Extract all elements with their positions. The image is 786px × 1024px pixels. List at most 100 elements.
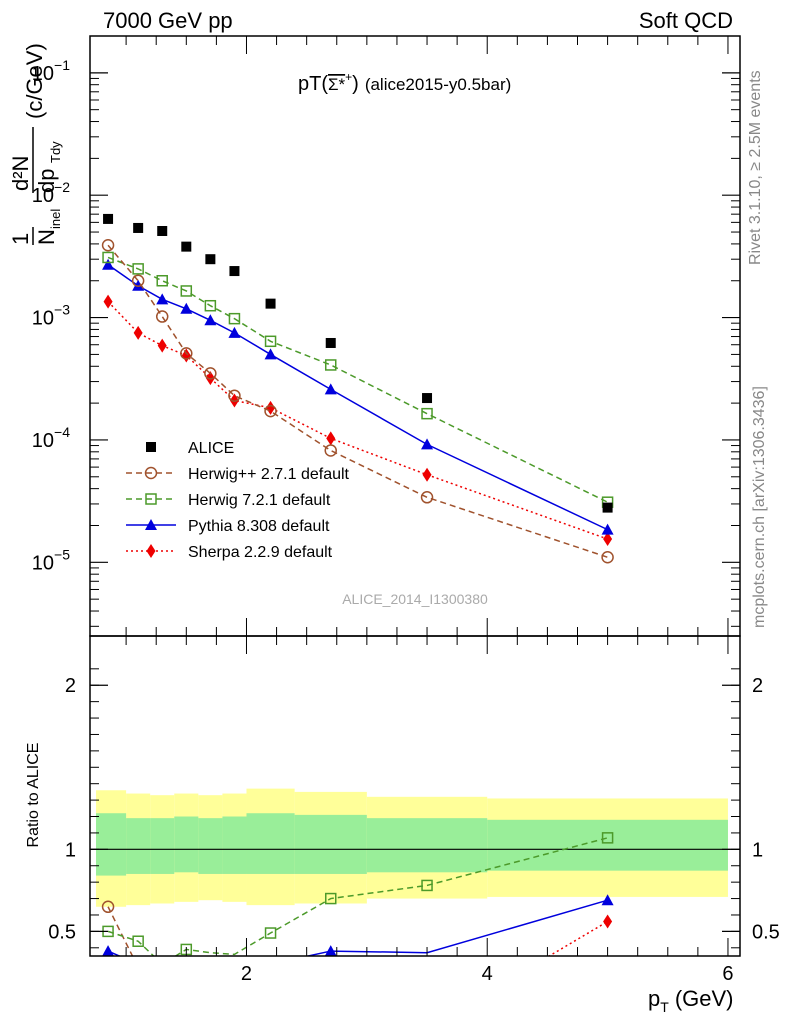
ratio-panel-bands: [90, 788, 740, 907]
data-point: [421, 407, 433, 420]
data-point: [204, 299, 217, 312]
ratio-y-tick-label-right: 0.5: [752, 921, 780, 943]
series-line-sherpa-2-2-9-default: [547, 920, 608, 956]
ratio-y-tick-label: 1: [65, 839, 76, 861]
data-point: [103, 213, 114, 224]
data-point: [155, 310, 169, 323]
rivet-label: Rivet 3.1.10, ≥ 2.5M events: [747, 70, 764, 265]
series-line-sherpa-2-2-9-default: [107, 301, 608, 540]
y-tick-label: 10−3: [32, 302, 70, 330]
title-particle: Σ*: [328, 75, 346, 94]
legend-marker: [144, 466, 158, 480]
series-line-herwig-7-2-1-default: [107, 256, 608, 503]
ratio-y-tick-label: 2: [65, 675, 76, 697]
legend-marker: [146, 544, 156, 558]
data-point: [324, 945, 337, 957]
data-point: [180, 302, 193, 314]
data-point: [102, 258, 115, 270]
legend-label: Sherpa 2.2.9 default: [188, 544, 333, 561]
data-point: [131, 274, 145, 287]
series-line-pythia-8-308-default: [107, 899, 608, 956]
data-point: [132, 279, 145, 291]
data-point: [228, 326, 241, 338]
plot-title: pT(Σ*+) (alice2015-y0.5bar): [298, 70, 511, 95]
y-tick-label: 10−5: [32, 546, 70, 574]
series-line-herwig-2-7-1-default: [107, 906, 134, 956]
data-point: [601, 832, 614, 844]
ylabel-one: 1: [8, 233, 33, 245]
data-point: [422, 467, 432, 482]
ratio-y-tick-label: 0.5: [48, 921, 76, 943]
uncertainty-band-inner: [487, 819, 728, 871]
x-tick-label: 2: [241, 963, 252, 985]
series-line-pythia-8-308-default: [107, 264, 608, 531]
series-line-herwig-2-7-1-default: [107, 244, 608, 558]
ratio-xlabel: pT (GeV): [648, 986, 734, 1015]
x-tick-label: 4: [482, 963, 493, 985]
legend-label: Herwig++ 2.7.1 default: [188, 466, 350, 483]
data-point: [228, 389, 241, 402]
data-point: [603, 532, 613, 547]
data-point: [264, 927, 277, 939]
ratio-panel-frame: [89, 635, 741, 957]
uncertainty-band-inner: [222, 816, 247, 874]
data-point: [180, 285, 193, 297]
ylabel-num: d²N: [8, 156, 33, 191]
data-point: [133, 222, 144, 233]
data-point: [601, 894, 614, 906]
title-suffix: ): [352, 73, 359, 95]
uncertainty-band-inner: [366, 818, 488, 873]
data-point: [228, 312, 241, 325]
main-ylabel: 1 N inel d²N dp Tdy (c/GeV): [8, 43, 63, 245]
uncertainty-band-inner: [246, 813, 295, 874]
data-point: [266, 400, 276, 415]
data-point: [422, 393, 433, 404]
ratio-panel-axes: 0.5 0.5 1 1 2 2 2 4 6: [48, 636, 780, 985]
data-point: [420, 491, 434, 504]
uncertainty-band-inner: [294, 814, 367, 874]
data-point: [324, 359, 337, 371]
data-point: [264, 335, 277, 348]
ratio-ylabel: Ratio to ALICE: [25, 743, 42, 848]
legend-marker: [145, 519, 157, 530]
data-point: [157, 225, 168, 236]
data-point: [324, 383, 337, 395]
y-tick-label: 10−4: [32, 424, 70, 452]
uncertainty-band-inner: [174, 816, 199, 873]
main-panel-axes: 10−510−410−310−210−1: [32, 35, 740, 636]
data-point: [204, 367, 217, 380]
legend-label: Pythia 8.308 default: [188, 518, 330, 535]
data-point: [132, 935, 144, 947]
data-point: [102, 251, 114, 264]
data-point: [602, 502, 613, 513]
legend: ALICE Herwig++ 2.7.1 default Herwig 7.2.1 …: [126, 440, 350, 561]
data-point: [205, 254, 216, 265]
uncertainty-band-inner: [96, 813, 127, 876]
data-point: [603, 914, 613, 929]
title-prefix: pT(: [298, 73, 328, 95]
data-point: [601, 551, 614, 564]
ylabel-dp-sub: Tdy: [48, 141, 63, 163]
data-point: [157, 338, 167, 353]
legend-label: ALICE: [188, 440, 234, 457]
xlabel-unit: (GeV): [675, 986, 734, 1011]
uncertainty-band-inner: [126, 818, 151, 874]
data-point: [264, 348, 277, 360]
data-point: [264, 404, 277, 418]
title-sup: +: [345, 70, 352, 84]
data-point: [421, 879, 433, 892]
series-line-herwig-7-2-1-default: [107, 837, 608, 956]
data-point: [156, 274, 168, 287]
ylabel-dp: dp: [34, 169, 59, 193]
mcplots-label: mcplots.cern.ch [arXiv:1306.3436]: [751, 386, 768, 628]
data-point: [132, 263, 144, 275]
data-point: [103, 294, 113, 309]
data-point: [229, 266, 240, 277]
legend-marker: [146, 442, 156, 452]
title-tag: (alice2015-y0.5bar): [365, 75, 511, 94]
data-point: [101, 900, 115, 914]
data-point: [325, 337, 336, 348]
ylabel-unit: (c/GeV): [22, 43, 47, 119]
x-tick-label: 6: [722, 963, 733, 985]
